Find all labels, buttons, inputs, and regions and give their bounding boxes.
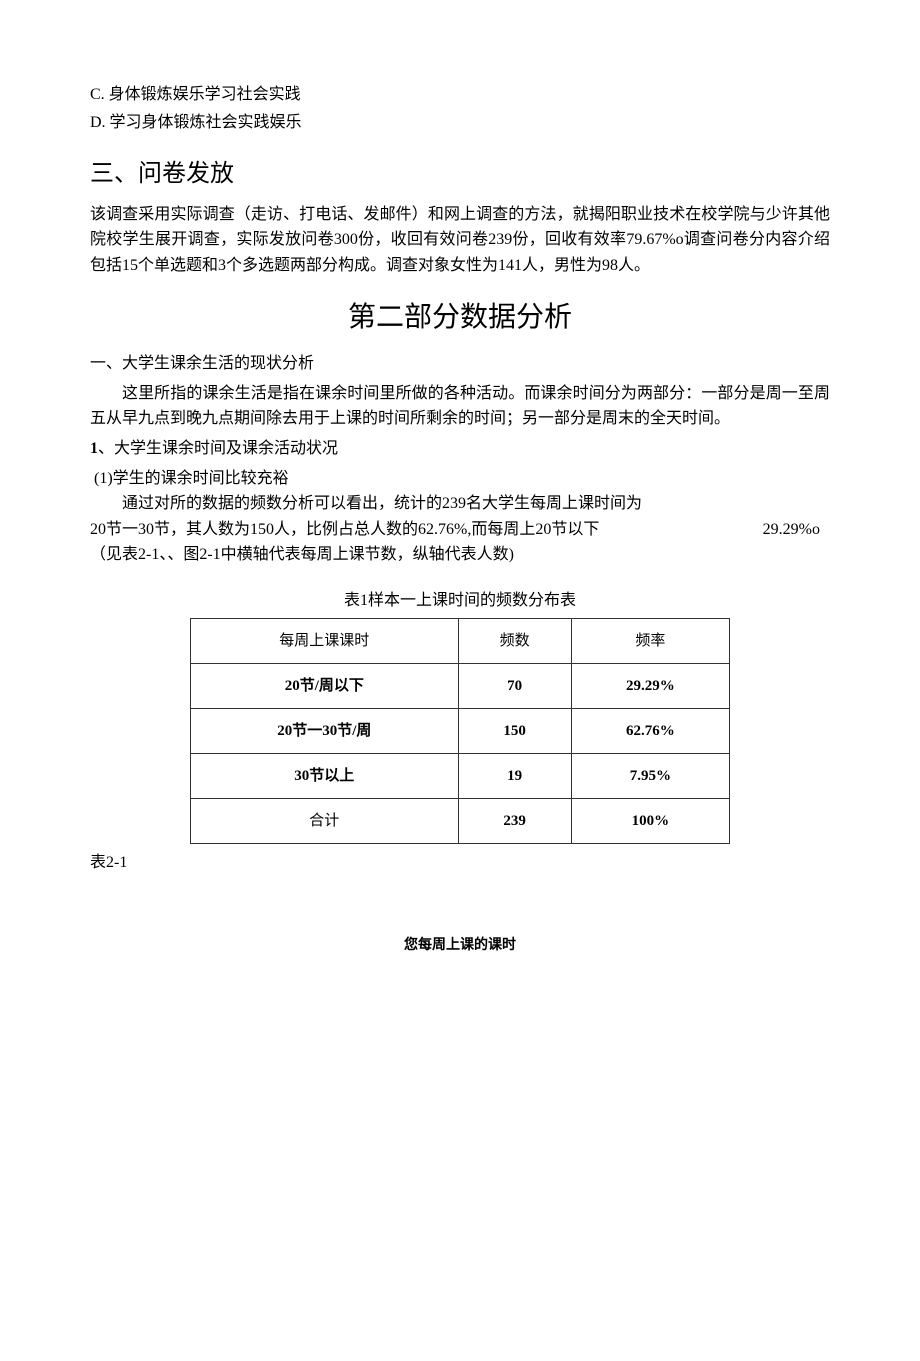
item-1-para-b-left: 20节一30节，其人数为150人，比例占总人数的62.76%,而每周上20节以下	[90, 521, 599, 538]
table-header-col-2: 频数	[458, 618, 571, 663]
chart-title: 您每周上课的课时	[90, 935, 830, 957]
table-cell-rate: 62.76%	[571, 708, 729, 753]
item-1-para-b: 20节一30节，其人数为150人，比例占总人数的62.76%,而每周上20节以下…	[90, 517, 830, 543]
table-cell-freq: 70	[458, 663, 571, 708]
table-row: 20节/周以下 70 29.29%	[191, 663, 730, 708]
table-header-col-1: 每周上课课时	[191, 618, 459, 663]
item-1-point-1: (1)学生的课余时间比较充裕	[90, 466, 830, 492]
subsection-1-paragraph-text: 这里所指的课余生活是指在课余时间里所做的各种活动。而课余时间分为两部分：一部分是…	[90, 385, 830, 428]
item-1-para-c-text: （见表2-1、、图2-1中横轴代表每周上课节数，纵轴代表人数)	[90, 546, 514, 563]
table-footer-label-text: 表2-1	[90, 854, 127, 871]
item-1-point-1-text: (1)学生的课余时间比较充裕	[94, 470, 289, 487]
item-1-para-a: 通过对所的数据的频数分析可以看出，统计的239名大学生每周上课时间为	[90, 491, 830, 517]
item-1-para-b-right: 29.29%o	[763, 517, 820, 543]
item-1-heading: 1、大学生课余时间及课余活动状况	[90, 436, 830, 462]
section-3-heading-text: 三、问卷发放	[90, 161, 234, 187]
part-2-title: 第二部分数据分析	[90, 296, 830, 341]
table-row: 20节一30节/周 150 62.76%	[191, 708, 730, 753]
table-cell-rate: 100%	[571, 798, 729, 843]
chart-title-text: 您每周上课的课时	[404, 938, 516, 953]
option-c-text: C. 身体锻炼娱乐学习社会实践	[90, 86, 301, 103]
item-1-number: 1	[90, 440, 98, 457]
frequency-table: 每周上课课时 频数 频率 20节/周以下 70 29.29% 20节一30节/周…	[190, 618, 730, 844]
option-c: C. 身体锻炼娱乐学习社会实践	[90, 82, 830, 108]
section-3-heading: 三、问卷发放	[90, 155, 830, 193]
table-cell-rate: 7.95%	[571, 753, 729, 798]
table-header-col-3: 频率	[571, 618, 729, 663]
item-1-para-c: （见表2-1、、图2-1中横轴代表每周上课节数，纵轴代表人数)	[90, 542, 830, 568]
table-1-caption-text: 表1样本一上课时间的频数分布表	[344, 592, 576, 609]
table-cell-label: 20节一30节/周	[191, 708, 459, 753]
subsection-1-paragraph: 这里所指的课余生活是指在课余时间里所做的各种活动。而课余时间分为两部分：一部分是…	[90, 381, 830, 432]
table-footer-label: 表2-1	[90, 850, 830, 876]
subsection-1-heading: 一、大学生课余生活的现状分析	[90, 351, 830, 377]
table-header-row: 每周上课课时 频数 频率	[191, 618, 730, 663]
item-1-para-a-text: 通过对所的数据的频数分析可以看出，统计的239名大学生每周上课时间为	[122, 495, 642, 512]
table-1-caption: 表1样本一上课时间的频数分布表	[90, 588, 830, 614]
table-row: 30节以上 19 7.95%	[191, 753, 730, 798]
item-1-heading-text: 、大学生课余时间及课余活动状况	[98, 440, 338, 457]
table-cell-label: 20节/周以下	[191, 663, 459, 708]
table-cell-label: 30节以上	[191, 753, 459, 798]
table-cell-freq: 239	[458, 798, 571, 843]
subsection-1-heading-text: 一、大学生课余生活的现状分析	[90, 355, 314, 372]
table-cell-freq: 150	[458, 708, 571, 753]
option-d-text: D. 学习身体锻炼社会实践娱乐	[90, 114, 302, 131]
section-3-paragraph-text: 该调查采用实际调查（走访、打电话、发邮件）和网上调查的方法，就揭阳职业技术在校学…	[90, 206, 830, 274]
section-3-paragraph: 该调查采用实际调查（走访、打电话、发邮件）和网上调查的方法，就揭阳职业技术在校学…	[90, 202, 830, 279]
option-d: D. 学习身体锻炼社会实践娱乐	[90, 110, 830, 136]
table-row: 合计 239 100%	[191, 798, 730, 843]
table-cell-rate: 29.29%	[571, 663, 729, 708]
part-2-title-text: 第二部分数据分析	[348, 302, 572, 333]
table-cell-freq: 19	[458, 753, 571, 798]
table-cell-label: 合计	[191, 798, 459, 843]
